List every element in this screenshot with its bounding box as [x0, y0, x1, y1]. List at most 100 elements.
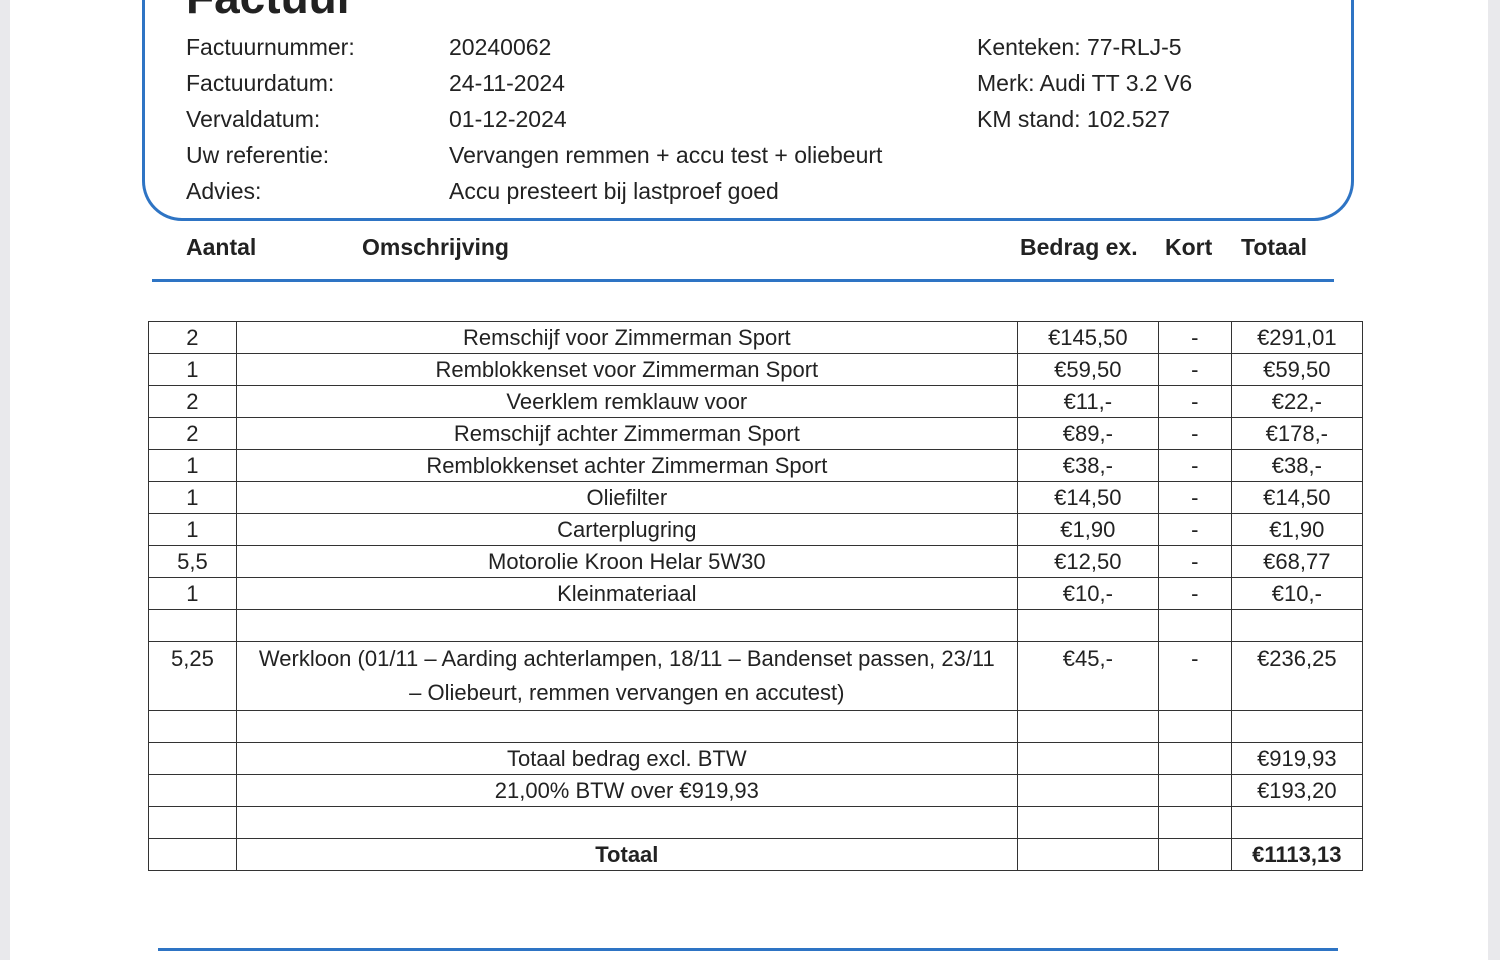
quantity: 2	[148, 321, 237, 354]
unit-price: €12,50	[1016, 545, 1159, 578]
table-row: 1 Oliefilter €14,50- €14,50	[148, 481, 1363, 514]
empty-cell	[148, 806, 237, 839]
empty-cell	[148, 774, 237, 807]
table-row	[148, 609, 1363, 642]
table-row: 1 Kleinmateriaal €10,- - €10,-	[148, 577, 1363, 610]
empty-cell	[1230, 806, 1363, 839]
table-row: 2 Remschijf voor Zimmerman Sport €145,50- €…	[148, 321, 1363, 354]
line-total: €14,50	[1230, 481, 1363, 514]
description: Veerklem remklauw voor	[235, 385, 1018, 418]
line-total: €59,50	[1230, 353, 1363, 386]
column-header: Bedrag ex.	[1020, 234, 1138, 260]
description: Remschijf voor Zimmerman Sport	[235, 321, 1018, 354]
title: Factuur	[186, 0, 355, 24]
column-header: Omschrijving	[362, 234, 509, 260]
line-total: €236,25	[1230, 641, 1363, 711]
table-row	[148, 710, 1363, 743]
discount: -	[1157, 641, 1232, 711]
discount: -	[1157, 577, 1232, 610]
empty-cell	[1016, 774, 1159, 807]
field-value: Accu presteert bij lastproef goed	[449, 178, 779, 204]
summary-total: €193,20	[1230, 774, 1363, 807]
divider	[152, 279, 1334, 282]
quantity: 2	[148, 385, 237, 418]
empty-cell	[235, 609, 1018, 642]
description: Remblokkenset voor Zimmerman Sport	[235, 353, 1018, 386]
line-total: €178,-	[1230, 417, 1363, 450]
empty-cell	[148, 742, 237, 775]
header-box	[142, 0, 1354, 221]
empty-cell	[1016, 742, 1159, 775]
table-row: 21,00% BTW over €919,93 €193,20	[148, 774, 1363, 807]
unit-price: €38,-	[1016, 449, 1159, 482]
divider	[158, 948, 1338, 951]
empty-cell	[148, 609, 237, 642]
unit-price: €59,50	[1016, 353, 1159, 386]
empty-cell	[1230, 609, 1363, 642]
empty-cell	[1157, 710, 1232, 743]
vehicle-info: KM stand: 102.527	[977, 106, 1171, 132]
table-row: 2 Remschijf achter Zimmerman Sport €89,- - €…	[148, 417, 1363, 450]
empty-cell	[1157, 742, 1232, 775]
discount: -	[1157, 321, 1232, 354]
table-row: 1 Remblokkenset achter Zimmerman Sport €38…	[148, 449, 1363, 482]
quantity: 1	[148, 353, 237, 386]
unit-price: €1,90	[1016, 513, 1159, 546]
field-value: 20240062	[449, 34, 552, 60]
description: Remblokkenset achter Zimmerman Sport	[235, 449, 1018, 482]
table-row: 1 Carterplugring €1,90- €1,90	[148, 513, 1363, 546]
empty-cell	[1157, 838, 1232, 871]
unit-price: €14,50	[1016, 481, 1159, 514]
description: Motorolie Kroon Helar 5W30	[235, 545, 1018, 578]
table-row: 2 Veerklem remklauw voor €11,- - €22,-	[148, 385, 1363, 418]
unit-price: €145,50	[1016, 321, 1159, 354]
empty-cell	[1016, 710, 1159, 743]
line-total: €22,-	[1230, 385, 1363, 418]
line-total: €38,-	[1230, 449, 1363, 482]
empty-cell	[1016, 609, 1159, 642]
description: Remschijf achter Zimmerman Sport	[235, 417, 1018, 450]
quantity: 2	[148, 417, 237, 450]
quantity: 1	[148, 449, 237, 482]
discount: -	[1157, 385, 1232, 418]
empty-cell	[1157, 774, 1232, 807]
description: Kleinmateriaal	[235, 577, 1018, 610]
table-row: 5,5 Motorolie Kroon Helar 5W30 €12,50- €68,…	[148, 545, 1363, 578]
empty-cell	[1016, 806, 1159, 839]
invoice-page: Factuur Factuurnummer: 20240062 Factuurdat…	[10, 0, 1488, 960]
field-value: Vervangen remmen + accu test + oliebeurt	[449, 142, 883, 168]
empty-cell	[235, 806, 1018, 839]
table-row: Totaal bedrag excl. BTW €919,93	[148, 742, 1363, 775]
discount: -	[1157, 545, 1232, 578]
description: Werkloon (01/11 – Aarding achterlampen, …	[235, 641, 1018, 711]
empty-cell	[235, 710, 1018, 743]
unit-price: €89,-	[1016, 417, 1159, 450]
empty-cell	[148, 838, 237, 871]
quantity: 5,5	[148, 545, 237, 578]
table-row: Totaal €1113,13	[148, 838, 1363, 871]
field-label: Factuurdatum:	[186, 70, 335, 96]
description: Carterplugring	[235, 513, 1018, 546]
unit-price: €11,-	[1016, 385, 1159, 418]
column-header: Kort	[1165, 234, 1213, 260]
empty-cell	[148, 710, 237, 743]
line-total: €68,77	[1230, 545, 1363, 578]
quantity: 1	[148, 577, 237, 610]
discount: -	[1157, 481, 1232, 514]
empty-cell	[1230, 710, 1363, 743]
summary-label: 21,00% BTW over €919,93	[235, 774, 1018, 807]
vehicle-info: Kenteken: 77-RLJ-5	[977, 34, 1182, 60]
description: Oliefilter	[235, 481, 1018, 514]
field-value: 01-12-2024	[449, 106, 567, 132]
unit-price: €10,-	[1016, 577, 1159, 610]
column-header: Aantal	[186, 234, 257, 260]
discount: -	[1157, 417, 1232, 450]
summary-label: Totaal bedrag excl. BTW	[235, 742, 1018, 775]
unit-price: €45,-	[1016, 641, 1159, 711]
field-label: Vervaldatum:	[186, 106, 321, 132]
line-total: €291,01	[1230, 321, 1363, 354]
total-value: €1113,13	[1230, 838, 1363, 871]
invoice-table: 2 Remschijf voor Zimmerman Sport €145,50- €…	[148, 321, 1363, 871]
summary-total: €919,93	[1230, 742, 1363, 775]
